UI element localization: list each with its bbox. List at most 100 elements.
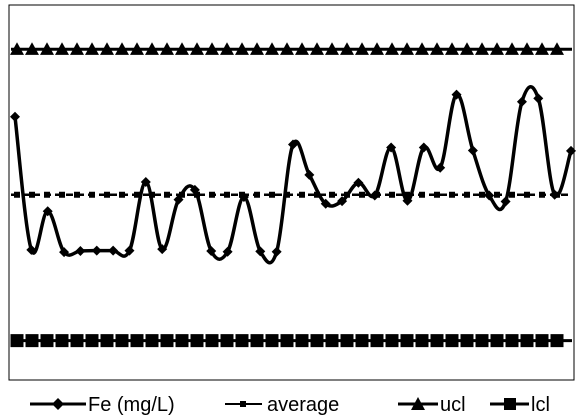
lcl-marker-2 [40, 334, 54, 348]
plot-area-border [8, 4, 575, 381]
average-marker-30 [464, 191, 470, 198]
fe-point-18 [304, 169, 315, 180]
ucl-marker-4 [70, 42, 84, 55]
fe-point-30 [500, 196, 511, 207]
average-marker-34 [524, 191, 530, 198]
average-marker-18 [284, 191, 290, 198]
average-marker-14 [224, 191, 230, 198]
lcl-marker-6 [100, 334, 114, 348]
ucl-marker-7 [115, 42, 129, 55]
fe-point-33 [549, 189, 560, 200]
legend: Fe (mg/L) average ucl lcl [30, 394, 550, 415]
lcl-marker-14 [220, 334, 234, 348]
fe-point-8 [140, 177, 151, 187]
lcl-marker-20 [310, 334, 324, 348]
ucl-marker-30 [460, 42, 474, 55]
average-marker-25 [389, 191, 395, 198]
lcl-marker-18 [280, 334, 294, 348]
fe-point-32 [533, 93, 544, 104]
lcl-marker-27 [415, 334, 429, 348]
legend-label-fe: Fe (mg/L) [88, 394, 175, 415]
lcl-marker-1 [25, 334, 39, 348]
lcl-marker-19 [295, 334, 309, 348]
fe-point-20 [337, 196, 348, 207]
fe-point-6 [108, 245, 119, 256]
lcl-marker-9 [145, 334, 159, 348]
ucl-marker-28 [430, 42, 444, 55]
ucl-marker-8 [130, 42, 144, 55]
average-marker-16 [254, 191, 260, 198]
lcl-marker-10 [160, 334, 174, 348]
ucl-marker-20 [310, 42, 324, 55]
ucl-marker-0 [10, 42, 24, 55]
legend-small-square-marker [240, 401, 246, 407]
lcl-marker-8 [130, 334, 144, 348]
fe-series-line [13, 85, 573, 265]
fe-point-7 [124, 245, 135, 256]
lcl-marker-4 [70, 334, 84, 348]
ucl-marker-31 [475, 42, 489, 55]
fe-point-16 [271, 246, 282, 257]
legend-label-ucl: ucl [440, 394, 466, 415]
average-marker-28 [434, 191, 440, 198]
lcl-marker-33 [505, 334, 519, 348]
ucl-marker-13 [205, 42, 219, 55]
plot-area [10, 42, 576, 348]
average-marker-23 [359, 191, 365, 198]
ucl-marker-29 [445, 42, 459, 55]
fe-point-0 [10, 111, 20, 122]
ucl-marker-15 [235, 42, 249, 55]
average-marker-3 [59, 191, 65, 198]
lcl-marker-12 [190, 334, 204, 348]
lcl-marker-5 [85, 334, 99, 348]
lcl-marker-23 [355, 334, 369, 348]
average-marker-29 [449, 191, 455, 198]
lcl-marker-25 [385, 334, 399, 348]
average-marker-0 [14, 191, 20, 198]
legend-label-average: average [267, 394, 339, 415]
lcl-marker-28 [430, 334, 444, 348]
legend-square-marker [504, 398, 516, 410]
legend-entry-fe: Fe (mg/L) [30, 394, 175, 415]
average-marker-32 [494, 191, 500, 198]
average-marker-19 [299, 191, 305, 198]
ucl-marker-34 [520, 42, 534, 55]
fe-point-15 [255, 246, 266, 257]
lcl-marker-34 [520, 334, 534, 348]
ucl-marker-17 [265, 42, 279, 55]
lcl-marker-16 [250, 334, 264, 348]
ucl-marker-21 [325, 42, 339, 55]
fe-point-27 [451, 89, 462, 100]
lcl-marker-24 [370, 334, 384, 348]
average-marker-6 [104, 191, 110, 198]
lcl-marker-32 [490, 334, 504, 348]
ucl-marker-22 [340, 42, 354, 55]
lcl-marker-13 [205, 334, 219, 348]
average-marker-10 [164, 191, 170, 198]
average-marker-26 [404, 191, 410, 198]
ucl-marker-3 [55, 42, 69, 55]
ucl-marker-32 [490, 42, 504, 55]
average-marker-20 [314, 191, 320, 198]
fe-point-3 [59, 247, 70, 258]
fe-point-5 [91, 245, 102, 256]
fe-point-11 [189, 184, 200, 195]
lcl-marker-7 [115, 334, 129, 348]
fe-point-34 [566, 145, 576, 156]
average-marker-2 [44, 191, 50, 198]
ucl-marker-23 [355, 42, 369, 55]
fe-point-13 [222, 246, 233, 257]
legend-entry-lcl: lcl [490, 394, 550, 415]
ucl-marker-24 [370, 42, 384, 55]
ucl-marker-25 [385, 42, 399, 55]
ucl-marker-11 [175, 42, 189, 55]
average-marker-13 [209, 191, 215, 198]
average-marker-27 [419, 191, 425, 198]
ucl-marker-1 [25, 42, 39, 55]
ucl-marker-12 [190, 42, 204, 55]
fe-point-22 [369, 190, 380, 201]
ucl-marker-35 [535, 42, 549, 55]
average-marker-35 [539, 191, 545, 198]
lcl-marker-11 [175, 334, 189, 348]
